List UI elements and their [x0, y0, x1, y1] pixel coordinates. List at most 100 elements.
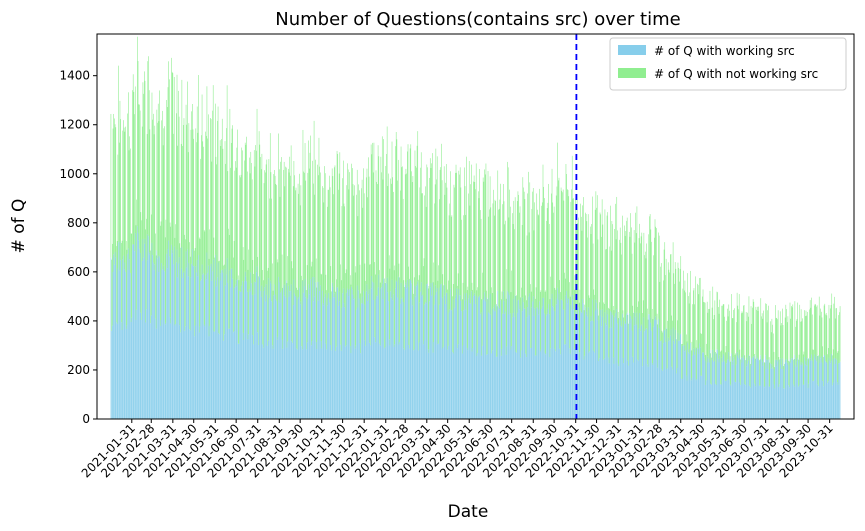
- bar-working: [574, 349, 576, 419]
- bar-not-working: [189, 242, 190, 330]
- bar-not-working: [816, 305, 818, 356]
- bar-not-working: [788, 361, 790, 388]
- bar-not-working: [531, 208, 533, 308]
- bar-working: [679, 334, 681, 419]
- bar-working: [187, 249, 188, 419]
- bar-working: [300, 301, 302, 419]
- bar-not-working: [750, 363, 751, 388]
- bar-not-working: [604, 209, 606, 313]
- bar-working: [371, 276, 373, 419]
- y-tick-label: 800: [67, 216, 90, 230]
- bar-not-working: [338, 189, 339, 306]
- bar-working: [512, 313, 514, 419]
- bar-working: [225, 285, 227, 419]
- bar-not-working: [688, 296, 689, 353]
- bar-not-working: [543, 186, 544, 298]
- bar-not-working: [340, 280, 342, 351]
- bar-not-working: [564, 278, 566, 345]
- bar-not-working: [630, 213, 631, 316]
- bar-not-working: [160, 221, 162, 320]
- bar-not-working: [265, 172, 266, 302]
- bar-working: [748, 354, 750, 419]
- bar-not-working: [802, 318, 803, 364]
- bar-not-working: [381, 172, 382, 288]
- bar-working: [578, 359, 580, 419]
- bar-working: [629, 323, 631, 419]
- bar-not-working: [268, 159, 270, 279]
- bar-not-working: [638, 238, 640, 329]
- bar-not-working: [601, 199, 603, 310]
- bar-not-working: [738, 309, 739, 358]
- bar-working: [296, 348, 297, 419]
- bar-working: [240, 291, 241, 419]
- bar-not-working: [442, 274, 444, 349]
- bar-working: [775, 366, 777, 419]
- bar-working: [645, 328, 647, 419]
- bar-working: [564, 344, 566, 419]
- bar-working: [766, 368, 768, 419]
- bar-not-working: [184, 234, 185, 331]
- bar-working: [178, 257, 180, 419]
- bar-working: [466, 347, 468, 419]
- bar-not-working: [407, 151, 408, 280]
- bar-working: [393, 346, 395, 419]
- bar-working: [591, 320, 592, 419]
- bar-working: [231, 268, 233, 419]
- bar-working: [431, 295, 432, 419]
- bar-working: [585, 307, 586, 419]
- bar-working: [374, 337, 375, 419]
- bar-working: [732, 364, 734, 419]
- bar-working: [791, 358, 792, 419]
- bar-working: [529, 293, 531, 419]
- bar-working: [700, 375, 702, 419]
- bar-working: [210, 263, 212, 419]
- bar-not-working: [605, 249, 606, 323]
- bar-not-working: [450, 171, 451, 289]
- bar-working: [628, 313, 630, 419]
- bar-working: [352, 294, 354, 419]
- bars-layer: [110, 36, 841, 419]
- bar-not-working: [754, 358, 756, 387]
- bar-working: [124, 262, 126, 419]
- bar-not-working: [313, 120, 315, 278]
- bar-working: [530, 348, 531, 419]
- bar-not-working: [729, 310, 730, 362]
- bar-not-working: [219, 140, 221, 274]
- bar-working: [364, 340, 366, 419]
- bar-working: [606, 309, 608, 419]
- bar-not-working: [484, 169, 485, 293]
- bar-working: [165, 322, 167, 419]
- bar-not-working: [655, 226, 656, 317]
- bar-working: [141, 260, 143, 419]
- bar-working: [603, 358, 605, 419]
- bar-not-working: [240, 177, 241, 292]
- bar-not-working: [214, 103, 216, 255]
- bar-working: [810, 360, 812, 419]
- bar-not-working: [315, 258, 317, 342]
- bar-working: [208, 265, 209, 419]
- bar-working: [396, 281, 398, 419]
- bar-not-working: [276, 185, 277, 301]
- bar-not-working: [423, 258, 425, 341]
- bar-not-working: [563, 200, 565, 310]
- bar-not-working: [620, 242, 622, 326]
- bar-not-working: [195, 128, 197, 267]
- bar-not-working: [493, 215, 495, 311]
- bar-working: [783, 388, 785, 419]
- bar-not-working: [635, 233, 637, 325]
- bar-not-working: [318, 137, 320, 282]
- bar-working: [285, 297, 286, 419]
- bar-not-working: [506, 269, 508, 347]
- bar-not-working: [484, 174, 486, 302]
- bar-working: [237, 343, 239, 419]
- bar-working: [413, 350, 414, 419]
- bar-working: [268, 278, 270, 419]
- bar-not-working: [447, 289, 448, 350]
- bar-working: [630, 315, 631, 419]
- bar-working: [497, 290, 499, 419]
- bar-working: [201, 279, 202, 419]
- bar-not-working: [773, 351, 775, 385]
- bar-working: [826, 363, 828, 419]
